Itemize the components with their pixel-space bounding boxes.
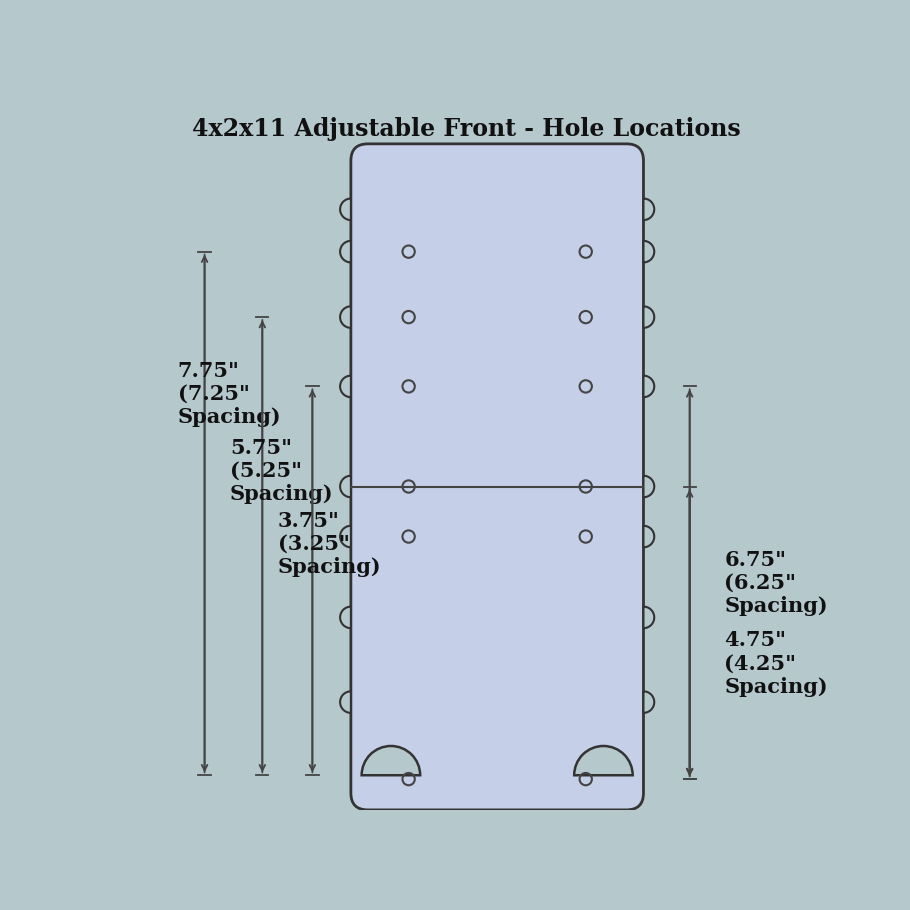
Wedge shape	[340, 198, 351, 220]
Wedge shape	[574, 746, 632, 775]
FancyBboxPatch shape	[351, 144, 643, 810]
Wedge shape	[340, 241, 351, 262]
Text: 7.75"
(7.25"
Spacing): 7.75" (7.25" Spacing)	[177, 361, 281, 428]
Wedge shape	[340, 692, 351, 713]
Wedge shape	[643, 607, 654, 628]
Text: 3.75"
(3.25"
Spacing): 3.75" (3.25" Spacing)	[278, 511, 381, 578]
Wedge shape	[643, 692, 654, 713]
Text: 4x2x11 Adjustable Front - Hole Locations: 4x2x11 Adjustable Front - Hole Locations	[192, 116, 741, 141]
Text: 5.75"
(5.25"
Spacing): 5.75" (5.25" Spacing)	[230, 438, 334, 504]
Wedge shape	[643, 476, 654, 497]
Text: 6.75"
(6.25"
Spacing): 6.75" (6.25" Spacing)	[724, 550, 828, 616]
Wedge shape	[643, 241, 654, 262]
Wedge shape	[340, 607, 351, 628]
Wedge shape	[643, 376, 654, 397]
Wedge shape	[643, 526, 654, 547]
Wedge shape	[643, 198, 654, 220]
Wedge shape	[643, 307, 654, 328]
Wedge shape	[340, 307, 351, 328]
Text: 4.75"
(4.25"
Spacing): 4.75" (4.25" Spacing)	[724, 631, 828, 697]
Wedge shape	[340, 526, 351, 547]
Wedge shape	[340, 476, 351, 497]
Wedge shape	[340, 376, 351, 397]
Wedge shape	[361, 746, 420, 775]
